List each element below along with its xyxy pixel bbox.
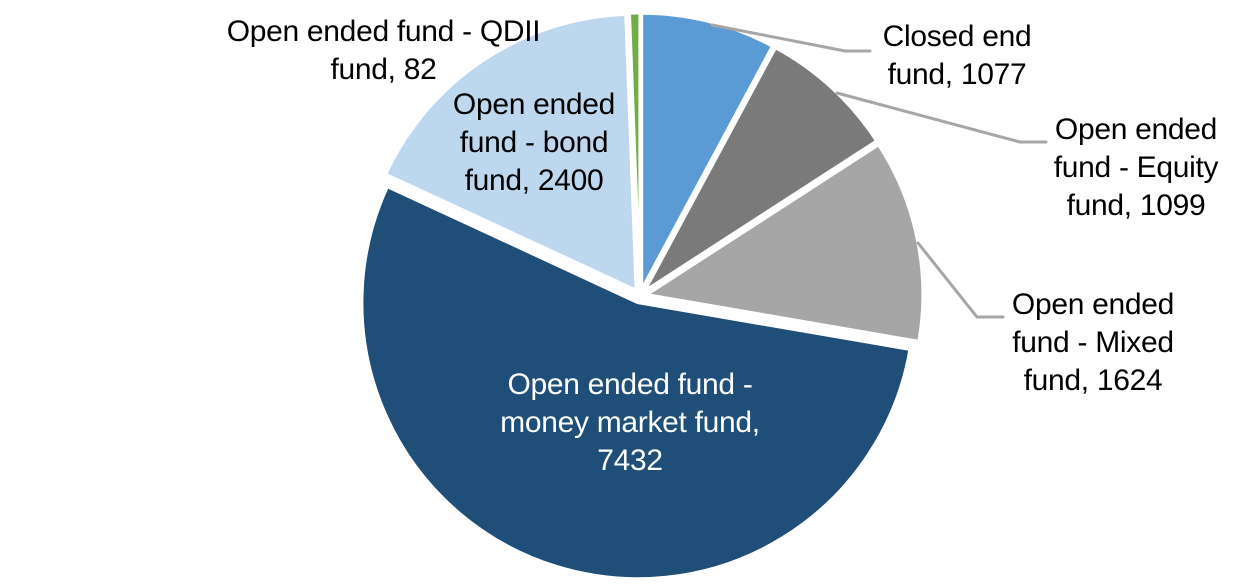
leader-line-1 <box>835 91 1048 144</box>
data-label-1: Open ended fund - Equity fund, 1099 <box>1053 113 1219 222</box>
leader-line-2 <box>916 241 1005 319</box>
data-label-0: Closed end fund, 1077 <box>882 20 1032 91</box>
data-label-3: Open ended fund - money market fund, 743… <box>500 368 760 477</box>
pie-slice-0 <box>640 11 774 291</box>
pie-slice-1 <box>643 46 879 293</box>
pie-slice-3 <box>360 185 912 581</box>
leader-line-0 <box>710 23 872 53</box>
pie-slice-4 <box>384 12 638 292</box>
data-label-5: Open ended fund - QDII fund, 82 <box>226 15 541 86</box>
data-label-2: Open ended fund - Mixed fund, 1624 <box>1011 288 1175 397</box>
data-label-4: Open ended fund - bond fund, 2400 <box>452 88 616 197</box>
pie-slice-2 <box>645 143 925 343</box>
pie-slice-5 <box>628 11 642 291</box>
